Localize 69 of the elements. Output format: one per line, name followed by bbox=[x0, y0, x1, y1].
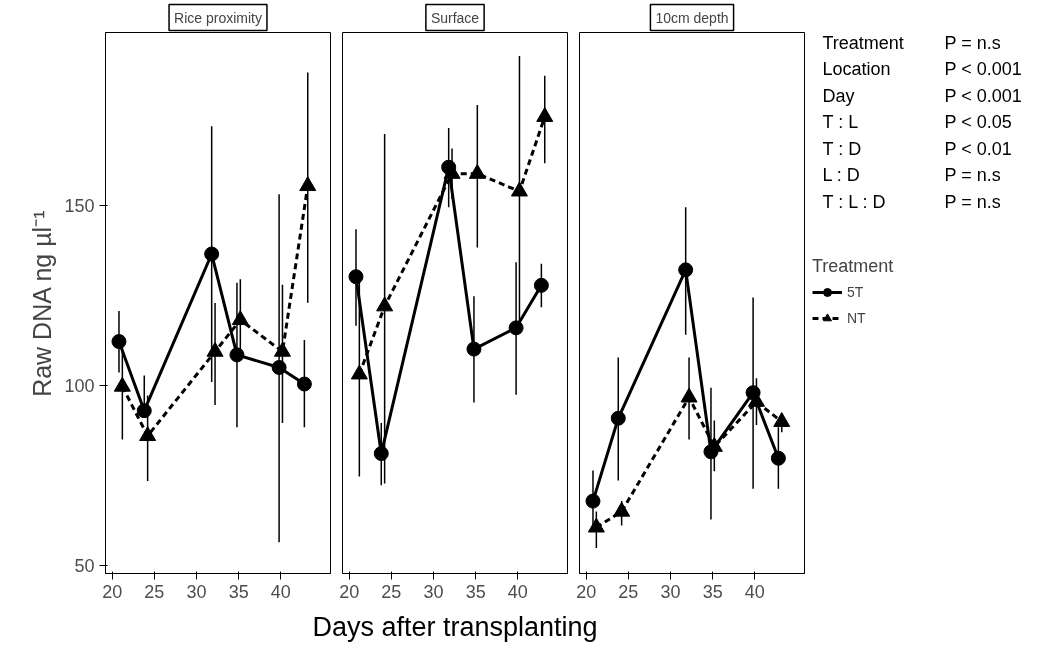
x-tick-label: 30 bbox=[660, 581, 681, 602]
x-axis-title: Days after transplanting bbox=[312, 611, 598, 642]
point bbox=[273, 341, 291, 357]
point bbox=[271, 359, 287, 375]
text: T : L bbox=[822, 112, 859, 132]
text: P < 0.001 bbox=[944, 85, 1022, 106]
point bbox=[508, 320, 524, 336]
text: P < 0.01 bbox=[944, 138, 1012, 159]
text: P < 0.05 bbox=[944, 112, 1012, 132]
text: T : L : D bbox=[822, 191, 886, 212]
point bbox=[376, 296, 394, 312]
point bbox=[533, 277, 549, 293]
x-tick-label: 25 bbox=[381, 581, 402, 602]
y-axis-title: Raw DNA ng µl⁻¹ bbox=[28, 210, 57, 397]
text: P < 0.001 bbox=[944, 59, 1022, 79]
point bbox=[680, 387, 698, 403]
point bbox=[299, 176, 317, 192]
chart-title: 10cm depth bbox=[655, 9, 729, 26]
point bbox=[139, 426, 157, 442]
point bbox=[468, 163, 486, 179]
x-tick-label: 30 bbox=[423, 581, 444, 602]
point bbox=[348, 269, 364, 285]
text: T : D bbox=[822, 138, 862, 159]
point bbox=[136, 403, 152, 419]
point bbox=[206, 341, 224, 357]
y-tick-label: 50 bbox=[74, 556, 95, 577]
x-tick-label: 40 bbox=[744, 581, 765, 602]
point bbox=[610, 410, 626, 426]
y-tick-label: 100 bbox=[64, 375, 95, 396]
x-tick-label: 40 bbox=[270, 581, 291, 602]
point bbox=[113, 376, 131, 392]
x-tick-label: 35 bbox=[465, 581, 486, 602]
point bbox=[770, 450, 786, 466]
point bbox=[296, 376, 312, 392]
x-tick-label: 40 bbox=[507, 581, 528, 602]
text: P = n.s bbox=[944, 32, 1001, 53]
text: Day bbox=[822, 85, 855, 106]
point bbox=[111, 334, 127, 350]
x-tick-label: 35 bbox=[228, 581, 249, 602]
legend-title: Treatment bbox=[812, 255, 894, 277]
legend-label: 5T bbox=[847, 283, 865, 300]
y-tick-label: 150 bbox=[64, 195, 95, 216]
x-tick-label: 20 bbox=[339, 581, 360, 602]
x-tick-label: 20 bbox=[102, 581, 123, 602]
x-tick-label: 25 bbox=[144, 581, 165, 602]
x-tick-label: 30 bbox=[186, 581, 207, 602]
chart-title: Rice proximity bbox=[174, 9, 262, 26]
point bbox=[373, 446, 389, 462]
point bbox=[466, 341, 482, 357]
point bbox=[773, 412, 791, 427]
point bbox=[231, 310, 249, 326]
chart-title: Surface bbox=[430, 9, 480, 26]
point bbox=[587, 517, 605, 533]
point bbox=[585, 493, 601, 509]
text: Location bbox=[822, 59, 891, 79]
point bbox=[678, 262, 694, 278]
legend-label: NT bbox=[847, 309, 867, 326]
x-tick-label: 35 bbox=[702, 581, 723, 602]
point bbox=[536, 107, 554, 122]
x-tick-label: 25 bbox=[618, 581, 639, 602]
point bbox=[613, 501, 631, 517]
point bbox=[229, 347, 245, 363]
point bbox=[204, 246, 220, 262]
text: P = n.s bbox=[944, 191, 1001, 212]
text: P = n.s bbox=[944, 165, 1001, 185]
x-tick-label: 20 bbox=[576, 581, 597, 602]
text: L : D bbox=[822, 165, 860, 185]
point bbox=[510, 181, 528, 197]
text: Treatment bbox=[822, 32, 904, 53]
